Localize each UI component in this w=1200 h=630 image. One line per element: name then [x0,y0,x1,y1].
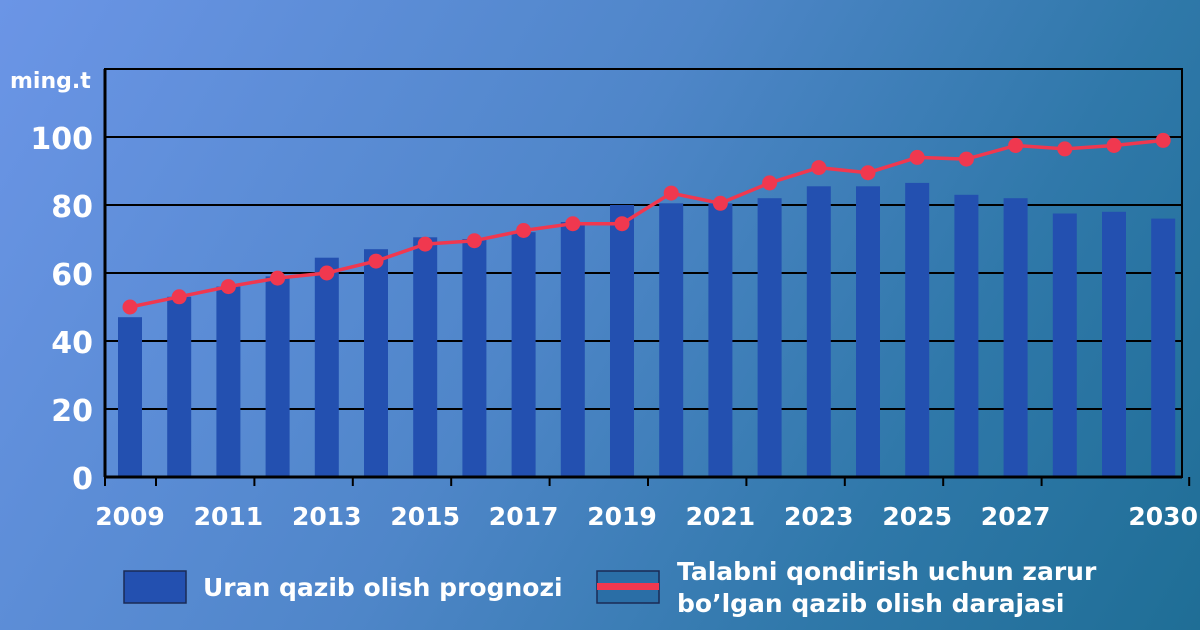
demand-point-2021 [712,195,728,211]
x-tick-label-2009: 2009 [95,502,165,531]
bar-2018 [560,222,585,477]
bar-2022 [757,198,782,477]
demand-point-2009 [122,299,138,315]
demand-point-2018 [565,216,581,232]
demand-point-2027 [1008,138,1024,153]
y-tick-label-0: 0 [72,462,93,497]
demand-point-2030 [1155,132,1171,148]
legend: Uran qazib olish prognozi Talabni qondir… [123,557,1097,618]
bar-2017 [511,232,536,477]
x-tick-label-2025: 2025 [882,502,952,531]
x-tick-label-2013: 2013 [292,502,362,531]
y-tick-label-80: 80 [51,190,93,225]
x-tick-label-2017: 2017 [489,502,559,531]
y-tick-label-60: 60 [51,258,93,293]
y-axis-unit-label: ming.t [10,69,91,94]
bar-2009 [118,317,142,477]
x-tick-label-2027: 2027 [981,502,1051,531]
demand-point-2013 [319,265,335,281]
demand-point-2023 [811,160,827,176]
demand-point-2028 [1057,141,1073,157]
legend-line-label-line2: bo’lgan qazib olish darajasi [677,589,1064,618]
bar-2014 [364,249,388,477]
bar-series [118,182,1176,478]
legend-line-label-line1: Talabni qondirish uchun zarur [677,557,1097,586]
demand-point-2010 [171,289,187,305]
y-tick-label-100: 100 [30,122,93,157]
bar-2023 [806,186,831,478]
demand-point-2029 [1106,138,1122,153]
demand-point-2022 [762,175,778,191]
bar-2026 [954,194,979,478]
bar-2019 [610,205,634,477]
demand-point-2015 [417,236,433,252]
demand-point-2011 [220,279,236,295]
bar-2010 [167,296,192,477]
legend-bar-swatch [123,570,187,604]
bar-2029 [1102,211,1126,478]
demand-point-2026 [958,151,974,167]
tick-labels: 0 20 40 60 80 100 2009 2011 2013 2015 2017 2019 2021… [30,122,1198,531]
x-tick-label-2015: 2015 [390,502,460,531]
demand-point-2017 [516,223,532,238]
demand-point-2019 [614,216,630,232]
x-tick-label-2011: 2011 [194,502,264,531]
x-tick-label-2023: 2023 [784,502,854,531]
demand-line [129,138,1164,309]
x-tick-label-2030: 2030 [1128,502,1198,531]
x-tick-label-2021: 2021 [686,502,756,531]
y-tick-label-20: 20 [51,394,93,429]
legend-line-swatch [597,583,659,590]
bar-2013 [314,257,339,477]
bar-2027 [1003,198,1028,477]
demand-point-2016 [466,233,482,249]
demand-point-2014 [368,253,384,269]
bar-2024 [856,186,880,478]
bar-2020 [659,203,684,478]
demand-point-2024 [860,165,876,181]
legend-bar-label: Uran qazib olish prognozi [203,573,563,602]
bar-2025 [905,182,930,477]
demand-point-2012 [270,270,286,286]
demand-point-2025 [909,149,925,165]
line-series [122,132,1171,315]
bar-2012 [265,276,290,477]
demand-point-2020 [663,185,679,201]
bar-2011 [216,286,241,477]
axes [103,68,1191,486]
bar-2028 [1052,213,1077,477]
bar-2016 [462,239,487,477]
y-tick-label-40: 40 [51,326,93,361]
bar-2015 [413,237,438,477]
bar-2030 [1151,218,1176,477]
x-tick-label-2019: 2019 [587,502,657,531]
bar-2021 [708,203,733,478]
